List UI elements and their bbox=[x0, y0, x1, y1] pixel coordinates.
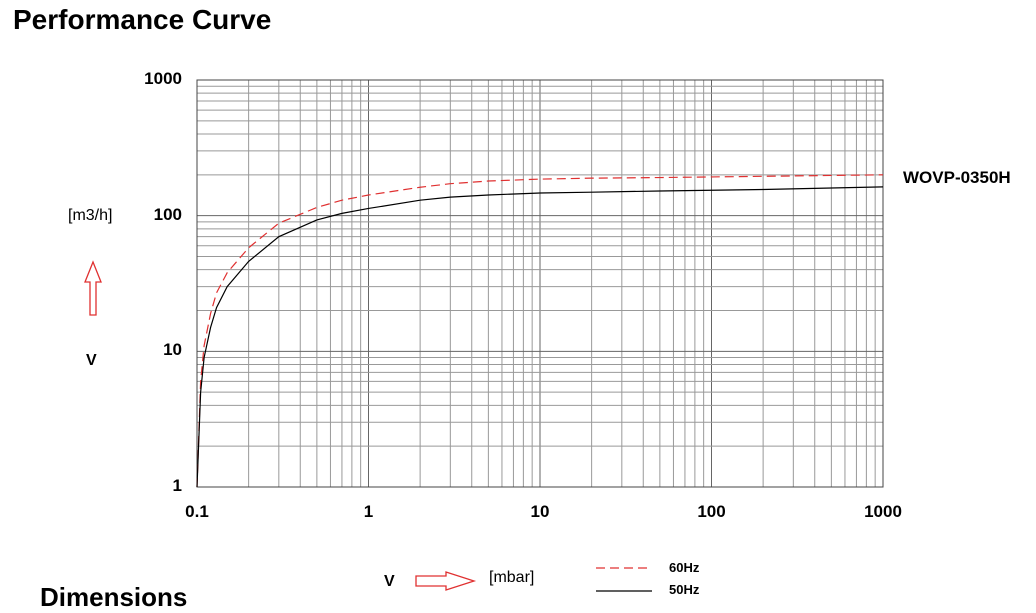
y-tick-label: 1 bbox=[172, 476, 182, 495]
series-line-50hz bbox=[196, 186, 884, 488]
legend-label-50hz: 50Hz bbox=[669, 582, 700, 597]
y-tick-label: 100 bbox=[153, 204, 182, 224]
dimensions-heading: Dimensions bbox=[40, 582, 188, 612]
y-axis-arrow-icon bbox=[84, 260, 102, 316]
legend-label-60hz: 60Hz bbox=[669, 560, 700, 575]
page-title: Performance Curve bbox=[13, 4, 272, 35]
x-tick-label: 100 bbox=[697, 502, 726, 521]
y-axis-symbol: V bbox=[86, 352, 97, 369]
y-tick-label: 1000 bbox=[144, 69, 182, 88]
x-tick-label: 0.1 bbox=[185, 502, 209, 521]
y-axis-unit: [m3/h] bbox=[68, 207, 113, 224]
plot-frame bbox=[196, 79, 884, 488]
y-tick-label: 10 bbox=[163, 340, 182, 360]
performance-chart bbox=[84, 79, 884, 592]
x-tick-label: 1 bbox=[363, 502, 374, 521]
x-axis-unit: [mbar] bbox=[489, 569, 535, 586]
series-line-60hz bbox=[196, 174, 884, 488]
series-label: WOVP-0350H bbox=[903, 168, 1011, 187]
x-axis-arrow-icon bbox=[415, 571, 477, 591]
x-tick-label: 10 bbox=[530, 502, 550, 521]
x-axis-symbol: V bbox=[384, 573, 395, 590]
x-tick-label: 1000 bbox=[864, 502, 902, 521]
